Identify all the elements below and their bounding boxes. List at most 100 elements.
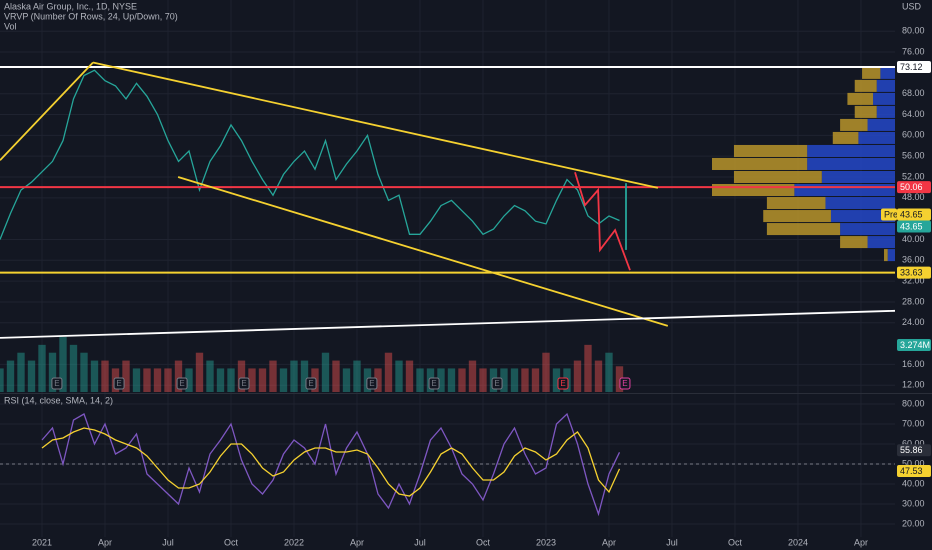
- volume-bar: [185, 368, 193, 392]
- volume-bar: [573, 360, 582, 392]
- volume-bar: [521, 368, 529, 392]
- y-tick-label: 48.00: [902, 192, 925, 202]
- profile-down: [884, 249, 888, 262]
- earnings-label: E: [241, 379, 246, 388]
- volume-bar: [122, 360, 130, 392]
- profile-up: [858, 131, 895, 144]
- volume-bar: [447, 368, 456, 392]
- volume-bar: [153, 368, 162, 392]
- volume-bar: [206, 360, 214, 392]
- profile-up: [840, 223, 895, 236]
- volume-bar: [332, 360, 340, 392]
- earnings-label: E: [116, 379, 121, 388]
- trend-drawing: [177, 176, 669, 327]
- earnings-label: E: [494, 379, 499, 388]
- y-tick-label: 80.00: [902, 398, 925, 408]
- volume-bar: [101, 360, 109, 392]
- profile-up: [873, 92, 895, 105]
- profile-up: [867, 118, 895, 131]
- volume-bar: [237, 360, 246, 392]
- profile-up: [830, 210, 895, 223]
- y-tick-label: 52.00: [902, 171, 925, 181]
- volume-bar: [353, 360, 361, 392]
- x-tick-label: Oct: [224, 537, 239, 547]
- volume-label: Vol: [4, 21, 17, 31]
- trend-drawing: [0, 309, 896, 339]
- y-tick-label: 76.00: [902, 46, 925, 56]
- earnings-marker: [619, 377, 631, 390]
- x-tick-label: Apr: [350, 537, 364, 547]
- volume-bar: [416, 368, 424, 392]
- volume-bar: [27, 360, 36, 392]
- x-tick-label: 2023: [536, 537, 556, 547]
- volume-bar: [269, 360, 277, 392]
- x-tick-label: Jul: [666, 537, 678, 547]
- volume-tag: 3.274M: [900, 340, 930, 350]
- y-tick-label: 64.00: [902, 109, 925, 119]
- y-tick-label: 16.00: [902, 359, 925, 369]
- rsi-tag-bg: [897, 444, 931, 457]
- profile-down: [733, 144, 808, 157]
- x-tick-label: Apr: [98, 537, 112, 547]
- volume-bar: [80, 352, 88, 392]
- y-tick-label: 60.00: [902, 438, 925, 448]
- profile-down: [733, 170, 822, 184]
- volume-bar: [405, 360, 414, 392]
- y-tick-label: 30.00: [902, 498, 925, 508]
- profile-down: [854, 105, 877, 118]
- rsi-title: RSI (14, close, SMA, 14, 2): [4, 395, 113, 405]
- x-tick-label: Apr: [854, 537, 868, 547]
- volume-bar: [0, 368, 4, 392]
- volume-bar: [468, 360, 477, 392]
- volume-bar: [300, 360, 309, 392]
- volume-bar: [279, 368, 288, 392]
- plot: [0, 61, 896, 517]
- volume-bar: [59, 337, 67, 392]
- volume-bar: [552, 368, 561, 392]
- x-tick-label: Jul: [414, 537, 426, 547]
- volume-bar: [479, 368, 487, 392]
- volume-bar: [164, 368, 172, 392]
- volume-bar: [458, 368, 466, 392]
- volume-bar: [216, 368, 225, 392]
- x-tick-label: Jul: [162, 537, 174, 547]
- trend-drawing: [92, 61, 659, 189]
- x-tick-label: 2024: [788, 537, 808, 547]
- price-line-tag-bg: [897, 61, 931, 74]
- y-tick-label: 80.00: [902, 26, 925, 36]
- volume-bar: [584, 344, 592, 392]
- volume-bar: [248, 368, 256, 392]
- profile-up: [876, 105, 895, 118]
- earnings-marker: [428, 377, 440, 390]
- earnings-marker: [491, 377, 503, 390]
- profile-up: [794, 184, 895, 197]
- volume-bar: [143, 368, 151, 392]
- x-tick-label: Oct: [476, 537, 491, 547]
- profile-down: [840, 118, 868, 131]
- trend-drawing: [574, 172, 631, 271]
- volume-bar: [437, 368, 445, 392]
- volume-bar: [321, 352, 330, 392]
- profile-down: [712, 157, 808, 170]
- profile-up: [876, 79, 895, 92]
- earnings-marker: [238, 377, 250, 390]
- earnings-label: E: [560, 379, 565, 388]
- earnings-label: E: [431, 379, 436, 388]
- price-line-tag: 73.12: [900, 62, 923, 72]
- volume-bar: [227, 368, 235, 392]
- y-tick-label: 32.00: [902, 275, 925, 285]
- price-line: [41, 427, 621, 497]
- chart-title: Alaska Air Group, Inc., 1D, NYSE: [4, 1, 137, 11]
- earnings-label: E: [622, 379, 627, 388]
- indicator-label: VRVP (Number Of Rows, 24, Up/Down, 70): [4, 11, 178, 21]
- volume-bar: [132, 368, 141, 392]
- profile-down: [766, 223, 841, 236]
- profile-down: [712, 184, 795, 197]
- rsi-sma-tag: 47.53: [900, 466, 923, 476]
- earnings-marker: [113, 377, 125, 390]
- volume-bar: [395, 360, 403, 392]
- profile-down: [840, 236, 868, 249]
- volume-bar: [69, 344, 78, 392]
